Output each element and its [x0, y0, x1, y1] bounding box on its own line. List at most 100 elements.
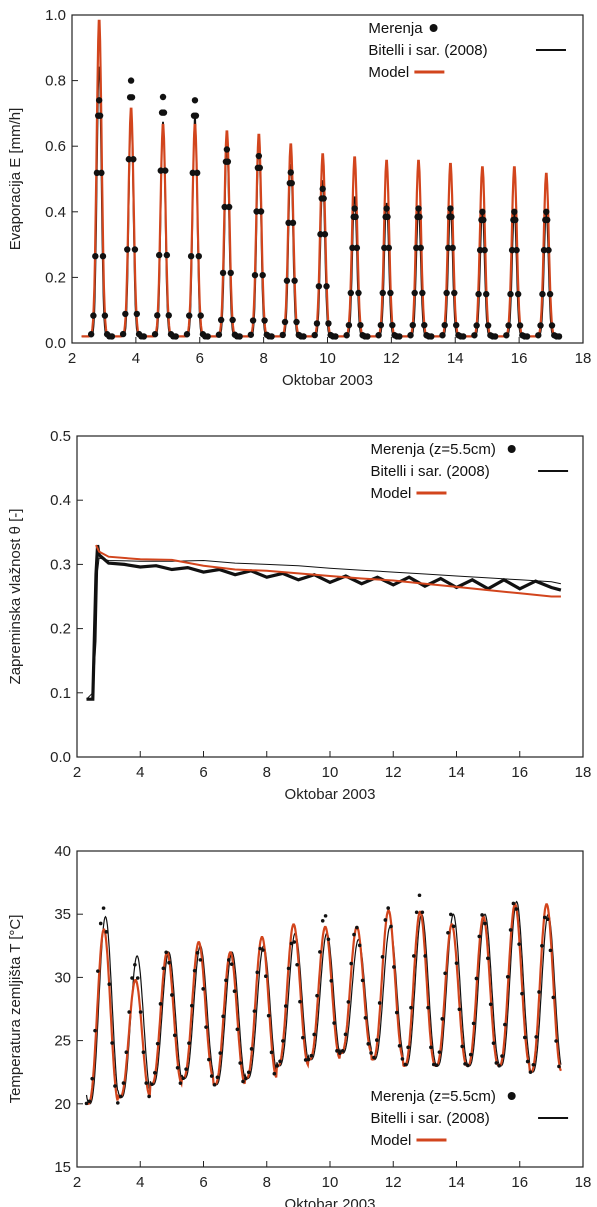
measured-point	[289, 219, 297, 227]
measured-point	[437, 1050, 442, 1054]
measured-point	[480, 216, 487, 224]
measured-point	[551, 995, 556, 1000]
measured-point	[488, 1002, 493, 1007]
measured-point	[170, 993, 174, 997]
measured-point	[372, 1055, 376, 1060]
measured-point	[349, 244, 356, 252]
measured-point	[90, 1076, 94, 1081]
chart-1: 2 4 6 8 10 12 14 16 18 0.0 0.2 0.4 0.6 0.8 1.0 Oktobar …	[7, 7, 591, 389]
measured-point	[264, 974, 268, 978]
measured-point	[332, 1021, 336, 1025]
measured-point	[257, 208, 265, 215]
y-tick-label: 0.8	[45, 73, 66, 90]
series-model	[85, 903, 562, 1105]
x-tick-label: 14	[448, 764, 465, 781]
measured-point	[392, 965, 396, 969]
measured-point	[535, 332, 542, 339]
x-tick-label: 4	[136, 1174, 144, 1191]
measured-point	[428, 333, 435, 340]
measured-point	[338, 1051, 342, 1055]
measured-point	[357, 321, 364, 329]
y-tick-label: 1.0	[45, 7, 66, 24]
legend-label-1: Merenja (z=5.5cm)	[370, 441, 495, 458]
measured-point	[460, 333, 467, 340]
measured-point	[476, 246, 484, 254]
y-axis-label: Temperatura zemljišta T [°C]	[7, 915, 24, 1104]
series-measured	[84, 893, 561, 1106]
measured-point	[447, 205, 454, 212]
measured-point	[253, 208, 260, 215]
legend-label-3: Model	[368, 64, 409, 81]
measured-point	[183, 331, 191, 338]
measured-point	[236, 333, 243, 340]
measured-point	[386, 906, 390, 910]
measured-point	[511, 901, 516, 906]
measured-point	[215, 331, 223, 338]
measured-point	[449, 912, 453, 917]
measured-point	[352, 932, 356, 937]
measured-point	[218, 1051, 223, 1055]
measured-point	[389, 321, 396, 329]
measured-point	[381, 244, 388, 252]
measured-point	[426, 1005, 430, 1010]
measured-point	[303, 1058, 308, 1062]
measured-point	[259, 271, 266, 279]
measured-point	[505, 322, 512, 329]
y-tick-label: 0.2	[45, 269, 66, 286]
measured-point	[406, 1045, 410, 1050]
measured-point	[172, 1033, 177, 1038]
measured-point	[514, 907, 519, 911]
y-tick-label: 0.6	[45, 138, 66, 155]
measured-point	[93, 169, 101, 177]
measured-point	[451, 924, 456, 929]
measured-point	[517, 942, 521, 946]
measured-point	[98, 169, 105, 177]
measured-point	[144, 1081, 149, 1085]
measured-point	[197, 312, 204, 319]
measured-point	[189, 1003, 194, 1008]
measured-point	[468, 1052, 473, 1057]
measured-point	[272, 1071, 277, 1076]
measured-point	[99, 252, 107, 260]
x-axis-label: Oktobar 2003	[285, 786, 376, 803]
measured-point	[311, 331, 318, 339]
measured-point	[481, 246, 488, 254]
measured-point	[414, 910, 419, 915]
measured-point	[193, 169, 201, 177]
measured-point	[160, 109, 168, 116]
legend-label-3: Model	[370, 485, 411, 502]
measured-point	[258, 946, 262, 951]
measured-point	[133, 310, 141, 318]
measured-point	[229, 316, 236, 324]
measured-point	[555, 333, 563, 340]
x-tick-label: 10	[322, 764, 339, 781]
measured-point	[473, 322, 480, 329]
measured-point	[288, 179, 295, 187]
measured-point	[291, 277, 298, 284]
measured-point	[246, 1070, 251, 1075]
x-tick-label: 10	[319, 350, 336, 367]
measured-point	[453, 321, 460, 329]
measured-point	[505, 975, 510, 979]
measured-point	[124, 246, 131, 253]
measured-point	[548, 948, 553, 953]
measured-point	[523, 333, 531, 340]
measured-point	[466, 1063, 470, 1068]
series-measured	[87, 77, 563, 340]
measured-point	[537, 322, 544, 329]
measured-point	[511, 208, 518, 215]
measured-point	[155, 251, 163, 259]
x-tick-label: 2	[68, 350, 76, 367]
x-tick-label: 6	[196, 350, 204, 367]
measured-point	[147, 1094, 151, 1099]
y-tick-label: 0.4	[50, 492, 71, 509]
measured-point	[306, 1057, 311, 1062]
measured-point	[525, 1059, 530, 1064]
measured-point	[520, 991, 524, 996]
measured-point	[140, 333, 148, 340]
measured-point	[252, 1009, 257, 1013]
measured-point	[309, 1053, 314, 1058]
x-axis-label: Oktobar 2003	[282, 372, 373, 389]
measured-point	[491, 333, 499, 340]
